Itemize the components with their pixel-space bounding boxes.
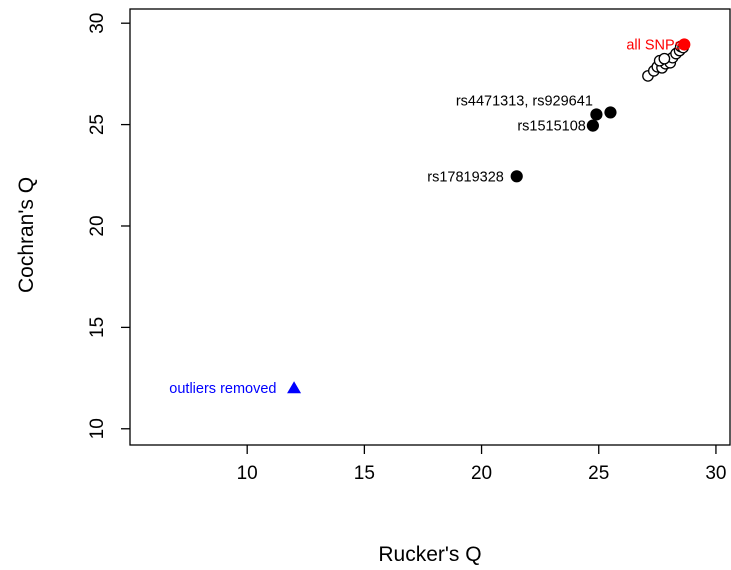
annotation-label: outliers removed xyxy=(169,381,276,397)
data-point-all-snps xyxy=(678,38,691,51)
data-point-filled xyxy=(590,108,603,121)
plot-frame xyxy=(129,8,731,446)
data-point-filled xyxy=(510,170,523,183)
annotations: all SNPs rs4471313, rs929641 rs1515108 rs17… xyxy=(169,37,682,397)
x-tick-label: 20 xyxy=(471,463,492,484)
y-tick-label: 20 xyxy=(87,215,108,236)
y-tick-label: 10 xyxy=(87,418,108,439)
y-tick-label: 30 xyxy=(87,13,108,34)
x-tick-label: 10 xyxy=(237,463,258,484)
x-tick-label: 15 xyxy=(354,463,375,484)
annotation-label: all SNPs xyxy=(626,37,682,53)
y-axis-title: Cochran's Q xyxy=(15,177,38,293)
data-points xyxy=(287,38,691,394)
x-axis-title: Rucker's Q xyxy=(378,543,481,566)
y-axis: 10 15 20 25 30 xyxy=(87,13,130,439)
annotation-label: rs4471313, rs929641 xyxy=(456,93,593,109)
data-point-filled xyxy=(604,106,617,119)
x-tick-label: 30 xyxy=(705,463,726,484)
y-tick-label: 25 xyxy=(87,114,108,135)
annotation-label: rs17819328 xyxy=(427,169,504,185)
x-axis: 10 15 20 25 30 xyxy=(237,445,727,484)
data-point-outliers-removed xyxy=(287,381,302,394)
data-point-filled xyxy=(586,119,599,132)
x-tick-label: 25 xyxy=(588,463,609,484)
data-point-open xyxy=(658,52,671,65)
y-tick-label: 15 xyxy=(87,317,108,338)
annotation-label: rs1515108 xyxy=(517,119,586,135)
